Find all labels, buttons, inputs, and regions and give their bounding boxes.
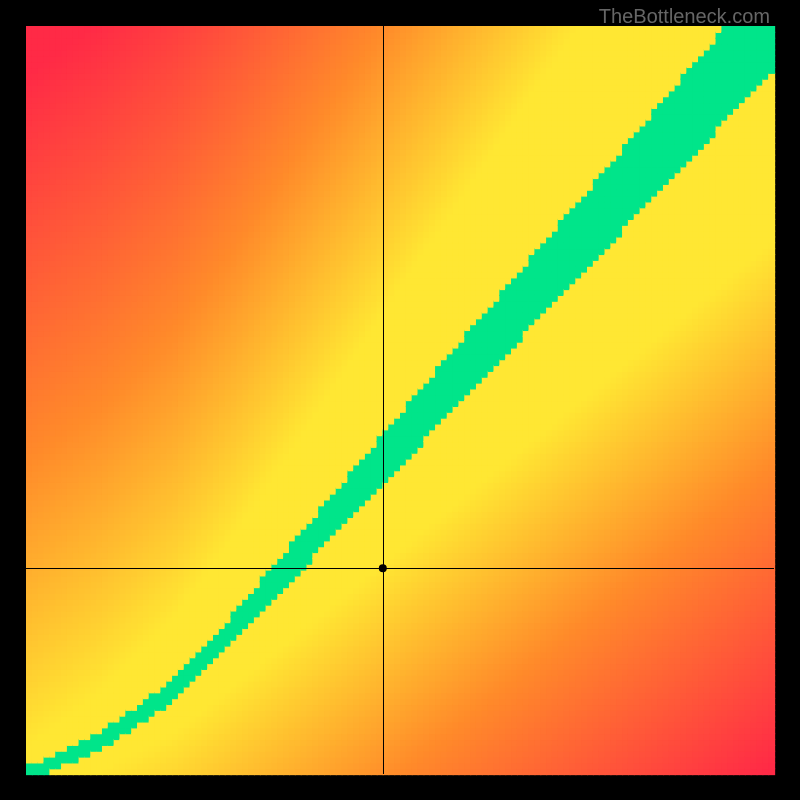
chart-container: { "watermark": { "text": "TheBottleneck.… xyxy=(0,0,800,800)
watermark-text: TheBottleneck.com xyxy=(599,6,770,29)
bottleneck-heatmap xyxy=(0,0,800,800)
